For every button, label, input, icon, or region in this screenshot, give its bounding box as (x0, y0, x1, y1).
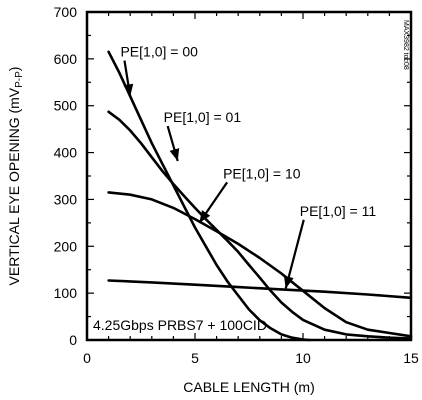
series-label-1: PE[1,0] = 01 (164, 109, 242, 125)
label-arrows (123, 60, 305, 289)
x-axis-label: CABLE LENGTH (m) (183, 379, 314, 395)
x-tick-label: 0 (83, 350, 91, 366)
y-axis-label-close: ) (6, 67, 22, 72)
y-tick-label: 200 (54, 238, 78, 254)
series-label-3: PE[1,0] = 11 (300, 203, 377, 219)
series-label-0: PE[1,0] = 00 (120, 44, 198, 60)
y-axis-label-subscript: P-P (14, 71, 25, 88)
series-line-3 (107, 279, 413, 300)
tick-labels: 0 5 10 15 0 100 200 300 400 500 600 700 (54, 4, 419, 366)
y-tick-label: 600 (54, 51, 78, 67)
x-tick-label: 15 (403, 350, 419, 366)
x-tick-label: 5 (191, 350, 199, 366)
y-axis-label-main: VERTICAL EYE OPENING (mV (6, 87, 22, 285)
series-lines (107, 50, 413, 342)
series-line-0 (107, 50, 311, 342)
test-condition-note: 4.25Gbps PRBS7 + 100CID (93, 317, 267, 333)
figure-id-label: MAX3982 toc08 (402, 20, 409, 70)
y-axis-label: VERTICAL EYE OPENING (mVP-P) (6, 67, 25, 286)
y-tick-label: 100 (54, 285, 78, 301)
series-annotations: PE[1,0] = 00 PE[1,0] = 01 PE[1,0] = 10 PE[1… (120, 44, 376, 219)
y-tick-label: 500 (54, 98, 78, 114)
annotation-arrowhead (283, 275, 294, 289)
annotation-arrowhead (199, 210, 211, 223)
annotation-arrowhead (169, 148, 180, 162)
annotation-arrowhead (123, 83, 134, 97)
y-tick-label: 0 (69, 332, 77, 348)
series-line-2 (107, 191, 413, 338)
y-tick-label: 400 (54, 145, 78, 161)
x-tick-label: 10 (295, 350, 311, 366)
tick-marks (86, 11, 412, 341)
y-tick-label: 300 (54, 191, 78, 207)
series-line-1 (107, 110, 413, 340)
series-label-2: PE[1,0] = 10 (223, 165, 301, 181)
y-tick-label: 700 (54, 4, 78, 20)
